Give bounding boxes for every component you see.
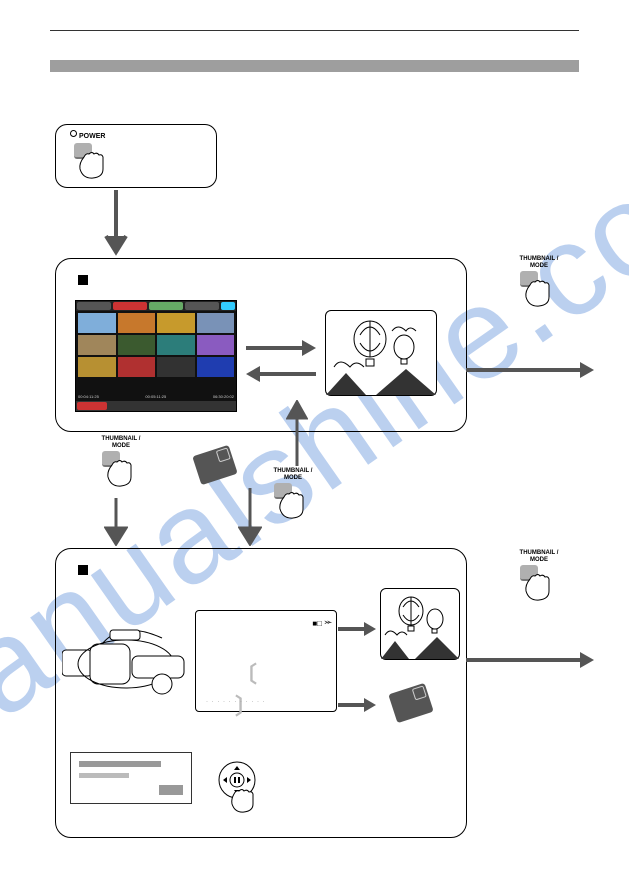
control-pad-icon — [210, 760, 265, 815]
power-label: POWER — [70, 130, 105, 140]
arrow-left-icon — [246, 364, 318, 388]
press-hand-icon — [270, 483, 312, 523]
power-box: POWER — [55, 124, 217, 188]
arrow-down-icon — [238, 488, 262, 546]
lcd-screen: ■□ ⪼ 〔 〕 · · · · · · · · · · · — [195, 610, 337, 712]
thumbnail-grid — [76, 311, 236, 379]
box-marker-icon — [78, 275, 88, 285]
press-hand-icon — [98, 451, 140, 491]
header-rule — [50, 30, 579, 57]
box-marker-icon — [78, 565, 88, 575]
thumbnail-mode-button-3: THUMBNAIL /MODE — [270, 468, 316, 523]
arrow-down-icon — [104, 498, 128, 546]
thumbnail-mode-button-2: THUMBNAIL /MODE — [98, 436, 144, 491]
header-bar — [50, 60, 579, 72]
thumbnail-screen: 00:04:11:25 00:05:11:25 06:30:20:02 — [75, 300, 237, 412]
thumbnail-mode-button-4: THUMBNAIL /MODE — [516, 550, 562, 605]
rec-indicator-icon: ■□ — [312, 619, 322, 628]
arrow-right-edge-icon — [466, 360, 596, 384]
arrow-right-edge-icon — [466, 650, 596, 674]
press-hand-icon — [516, 271, 558, 311]
arrow-down-icon — [104, 190, 128, 256]
recording-preview-icon — [380, 588, 460, 660]
camcorder-icon — [62, 620, 190, 700]
arrow-right-icon — [338, 620, 378, 640]
thumbnail-times: 00:04:11:25 00:05:11:25 06:30:20:02 — [78, 394, 234, 399]
focus-brackets: 〔 〕 — [214, 657, 318, 721]
playback-preview-icon — [325, 310, 437, 396]
arrow-right-icon — [338, 696, 378, 716]
power-button-hand-icon — [70, 143, 112, 183]
sd-card-icon — [192, 445, 237, 485]
thumbnail-mode-button-1: THUMBNAIL /MODE — [516, 256, 562, 311]
lcd-dots: · · · · · · · · · · · — [206, 699, 266, 705]
record-info-box — [70, 752, 192, 804]
arrow-up-icon — [286, 400, 308, 466]
press-hand-icon — [516, 565, 558, 605]
